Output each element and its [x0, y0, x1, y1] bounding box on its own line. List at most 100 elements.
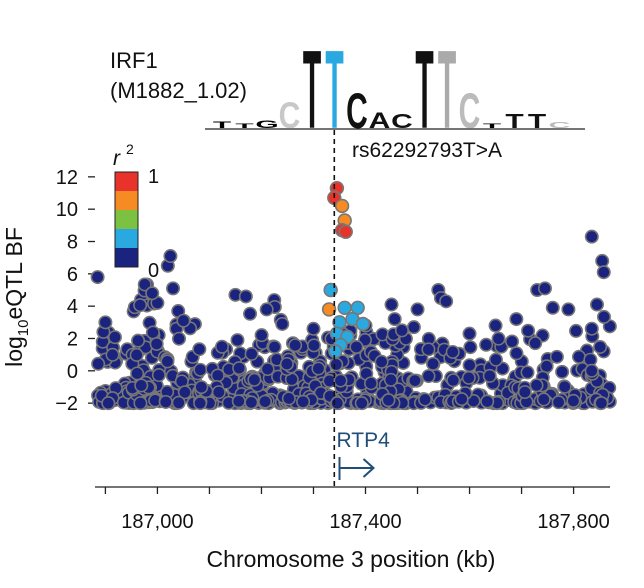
x-tick-label: 187,000	[121, 511, 193, 533]
data-point	[259, 302, 274, 317]
y-tick-label: 6	[67, 264, 78, 286]
data-point	[463, 340, 478, 355]
data-point-highlight	[328, 344, 343, 359]
data-point	[176, 313, 191, 328]
y-axis: −2 0 2 4 6 8 10 12	[55, 167, 95, 415]
motif-name: IRF1	[110, 48, 158, 73]
data-point	[387, 312, 402, 327]
data-point	[528, 336, 543, 351]
data-point	[329, 357, 344, 372]
data-point	[406, 320, 421, 335]
data-point	[584, 321, 599, 336]
data-point	[482, 368, 497, 383]
data-point	[281, 391, 296, 406]
data-point	[163, 249, 178, 264]
data-point	[171, 395, 186, 410]
data-point	[381, 393, 396, 408]
data-point	[445, 344, 460, 359]
data-point	[505, 334, 520, 349]
y-tick-label: 2	[67, 328, 78, 350]
motif-letter: C	[279, 96, 301, 137]
data-point	[231, 394, 246, 409]
motif-letter: A	[369, 108, 391, 133]
data-point	[131, 333, 146, 348]
data-point-highlight	[334, 198, 350, 214]
data-point	[594, 396, 609, 411]
data-point	[137, 277, 152, 292]
data-point	[461, 370, 476, 385]
legend-swatch	[115, 191, 138, 210]
data-point	[133, 396, 148, 411]
y-axis-label-subscript: 10	[15, 320, 32, 337]
data-point	[145, 286, 160, 301]
scatter-points	[90, 180, 617, 411]
lead-snp-label: rs62292793T>A	[352, 139, 502, 162]
legend-swatch	[115, 248, 138, 267]
data-point	[584, 229, 599, 244]
data-point	[133, 298, 148, 313]
data-point	[584, 363, 599, 378]
data-point	[595, 253, 610, 268]
motif-letter: T	[235, 122, 254, 130]
y-tick-label: 4	[67, 296, 78, 318]
data-point	[306, 338, 321, 353]
data-point	[561, 302, 576, 317]
data-point	[107, 330, 122, 345]
data-point	[349, 339, 364, 354]
data-point	[491, 331, 506, 346]
gene-direction-arrow	[338, 457, 375, 480]
motif-letter: C	[549, 121, 571, 130]
data-point	[566, 393, 581, 408]
x-axis: 187,000 187,400 187,800	[95, 486, 610, 533]
data-point	[311, 361, 326, 376]
data-point	[557, 379, 572, 394]
data-point	[529, 378, 544, 393]
data-point	[520, 365, 535, 380]
motif-letter: T	[528, 111, 547, 133]
legend-max-label: 1	[148, 166, 159, 188]
data-point	[130, 366, 145, 381]
data-point	[288, 338, 303, 353]
data-point	[90, 270, 105, 285]
data-point	[330, 396, 345, 411]
data-point	[421, 369, 436, 384]
legend-title-superscript: 2	[126, 141, 134, 157]
motif-id: (M1882_1.02)	[110, 78, 247, 103]
data-point	[333, 373, 348, 388]
data-point	[454, 392, 469, 407]
x-axis-tick-labels: 187,000 187,400 187,800	[121, 511, 609, 533]
data-point	[172, 331, 187, 346]
motif-letter: T	[213, 120, 232, 130]
data-point	[244, 346, 259, 361]
data-point	[551, 395, 566, 410]
motif-letter: T	[325, 28, 343, 152]
motif-letter: G	[255, 118, 278, 130]
data-point	[410, 302, 425, 317]
data-point-highlight	[338, 224, 353, 240]
x-axis-label: Chromosome 3 position (kb)	[207, 546, 496, 572]
data-point	[394, 323, 409, 338]
data-point	[129, 347, 144, 362]
data-point	[275, 316, 290, 331]
data-point	[177, 385, 192, 400]
data-point	[462, 358, 477, 373]
legend-color-bar	[114, 171, 139, 268]
y-tick-label: −2	[55, 393, 78, 415]
data-point	[517, 385, 532, 400]
data-point	[509, 312, 524, 327]
data-point	[247, 372, 262, 387]
motif-letter: T	[483, 122, 502, 130]
motif-letter: T	[415, 28, 433, 152]
data-point	[480, 394, 495, 409]
data-point-highlight	[337, 300, 352, 315]
data-point	[215, 339, 230, 354]
data-point-highlight	[355, 316, 371, 332]
motif-letter: T	[303, 28, 321, 152]
data-point	[384, 297, 399, 312]
data-point	[374, 354, 389, 369]
legend-color-bar-border	[114, 171, 139, 268]
r2-legend: r 2 1 0	[113, 141, 159, 282]
y-tick-label: 8	[67, 232, 78, 254]
data-point	[545, 300, 560, 315]
